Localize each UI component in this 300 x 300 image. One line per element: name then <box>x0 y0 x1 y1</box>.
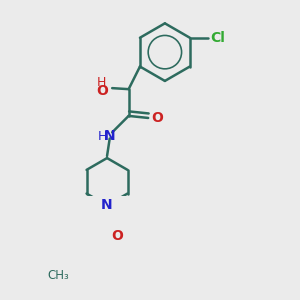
Text: O: O <box>96 84 108 98</box>
Text: O: O <box>111 229 123 243</box>
Text: H: H <box>97 76 106 89</box>
Text: Cl: Cl <box>210 31 225 45</box>
Text: O: O <box>152 111 164 125</box>
Text: N: N <box>104 130 116 143</box>
Text: N: N <box>101 198 113 212</box>
Text: H: H <box>98 130 108 143</box>
Text: CH₃: CH₃ <box>48 269 70 282</box>
